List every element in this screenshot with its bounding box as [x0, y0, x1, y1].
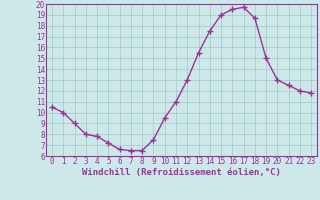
X-axis label: Windchill (Refroidissement éolien,°C): Windchill (Refroidissement éolien,°C) [82, 168, 281, 177]
